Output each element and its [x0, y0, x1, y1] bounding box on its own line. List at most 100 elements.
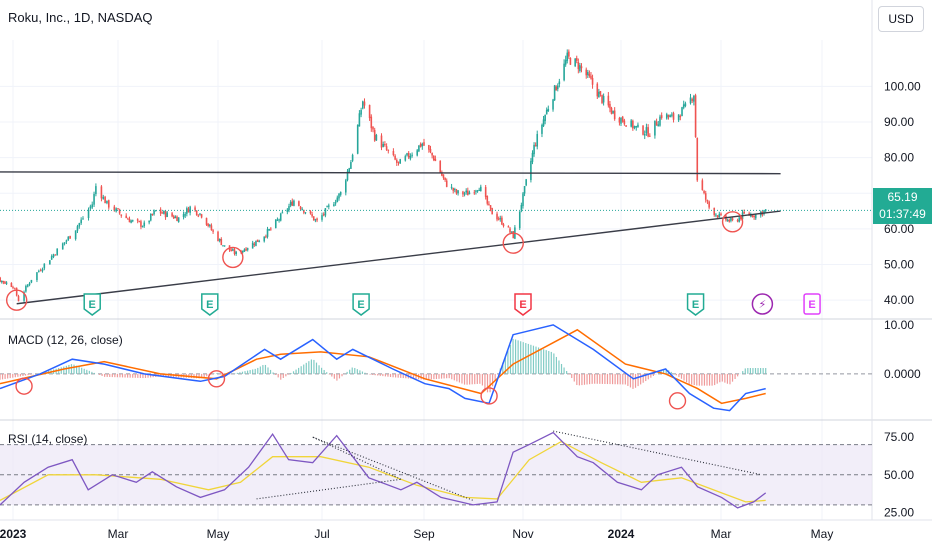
candle-body-91 [218, 238, 221, 241]
candle-body-31 [76, 226, 79, 231]
earnings-marker-label-5: E [808, 299, 815, 311]
time-axis-label-6: 2024 [608, 527, 635, 541]
candle-body-17 [39, 270, 42, 272]
candle-body-303 [706, 200, 709, 202]
candle-body-27 [65, 240, 68, 242]
macd-signal-line [0, 328, 766, 405]
candle-body-71 [172, 216, 175, 219]
candle-body-289 [672, 113, 675, 120]
candle-body-98 [233, 249, 236, 254]
candle-body-213 [501, 217, 503, 225]
candle-body-39 [95, 186, 97, 195]
candle-body-101 [241, 250, 244, 253]
candle-body-238 [556, 85, 559, 90]
candle-body-177 [419, 143, 422, 147]
candle-body-33 [80, 219, 82, 224]
candle-body-148 [350, 162, 352, 169]
candle-body-52 [128, 218, 131, 223]
candle-body-116 [276, 219, 279, 221]
candle-body-88 [210, 225, 213, 231]
candle-body-170 [404, 156, 407, 161]
candle-body-180 [428, 145, 430, 150]
earnings-marker-label-4: E [692, 299, 699, 311]
candle-body-89 [212, 230, 214, 232]
candle-body-69 [166, 212, 168, 217]
candle-body-214 [502, 224, 505, 227]
candle-body-190 [450, 186, 453, 188]
candle-body-40 [100, 186, 103, 199]
candle-body-186 [441, 172, 443, 176]
candle-body-68 [164, 211, 167, 218]
candle-body-122 [289, 202, 292, 206]
candle-body-12 [26, 284, 29, 287]
candle-body-53 [130, 220, 132, 223]
candle-body-319 [743, 211, 745, 214]
candle-body-231 [542, 119, 545, 127]
candle-body-62 [151, 213, 154, 215]
candle-body-73 [176, 216, 178, 222]
candle-body-85 [205, 217, 208, 225]
candle-body-327 [763, 210, 765, 214]
candle-body-92 [220, 239, 223, 246]
macd-axis-tick-0: 10.00 [884, 318, 914, 332]
candle-body-112 [266, 229, 269, 237]
candle-body-75 [182, 214, 185, 218]
candle-body-114 [270, 228, 272, 230]
candle-body-302 [704, 193, 707, 200]
candle-body-128 [303, 209, 305, 213]
candle-body-279 [649, 135, 651, 137]
earnings-marker-label-2: E [357, 299, 364, 311]
candle-body-154 [363, 101, 366, 106]
candle-body-298 [694, 95, 697, 138]
candle-body-290 [677, 114, 680, 121]
candle-body-143 [338, 193, 340, 199]
candle-body-66 [161, 212, 164, 214]
currency-button[interactable]: USD [878, 6, 924, 32]
candle-body-270 [630, 120, 632, 127]
candle-body-87 [209, 224, 211, 226]
candle-body-315 [736, 220, 739, 222]
candle-body-0 [0, 277, 1, 282]
candle-body-267 [621, 116, 624, 122]
candle-body-210 [496, 213, 498, 220]
rsi-ma-line [0, 440, 766, 503]
rsi-axis-tick-2: 25.00 [884, 505, 914, 519]
candle-body-256 [598, 91, 600, 98]
candle-body-169 [399, 159, 401, 164]
candle-body-251 [587, 72, 589, 75]
candle-body-222 [522, 193, 524, 206]
candle-body-67 [163, 210, 165, 214]
candle-body-226 [531, 152, 534, 162]
candle-body-159 [375, 134, 378, 141]
candle-body-43 [106, 200, 108, 204]
candle-body-138 [326, 206, 328, 208]
candle-body-130 [309, 211, 312, 214]
candle-body-278 [647, 127, 649, 137]
candle-body-34 [82, 218, 84, 220]
macd-circle-1 [207, 370, 226, 388]
candle-body-292 [681, 107, 683, 117]
price-axis-tick-4: 80.00 [884, 151, 914, 165]
candle-body-244 [569, 58, 572, 65]
candle-body-36 [89, 206, 92, 209]
candle-body-233 [545, 109, 548, 115]
candle-body-262 [610, 107, 613, 114]
rsi-trendline-0 [256, 478, 401, 500]
candle-body-228 [534, 145, 537, 147]
candle-body-46 [115, 208, 117, 212]
earnings-marker-label-1: E [206, 299, 213, 311]
earnings-marker-label-0: E [89, 299, 96, 311]
candle-body-183 [432, 155, 435, 160]
price-trendline-support [16, 210, 781, 305]
candle-body-194 [457, 190, 459, 194]
earnings-marker-5: E [803, 293, 821, 315]
macd-line [0, 324, 766, 412]
candle-body-203 [478, 189, 480, 191]
candle-body-179 [423, 142, 425, 146]
candle-body-208 [489, 205, 492, 209]
candle-body-107 [255, 240, 257, 246]
candle-body-96 [230, 249, 233, 252]
candle-body-309 [720, 213, 722, 215]
